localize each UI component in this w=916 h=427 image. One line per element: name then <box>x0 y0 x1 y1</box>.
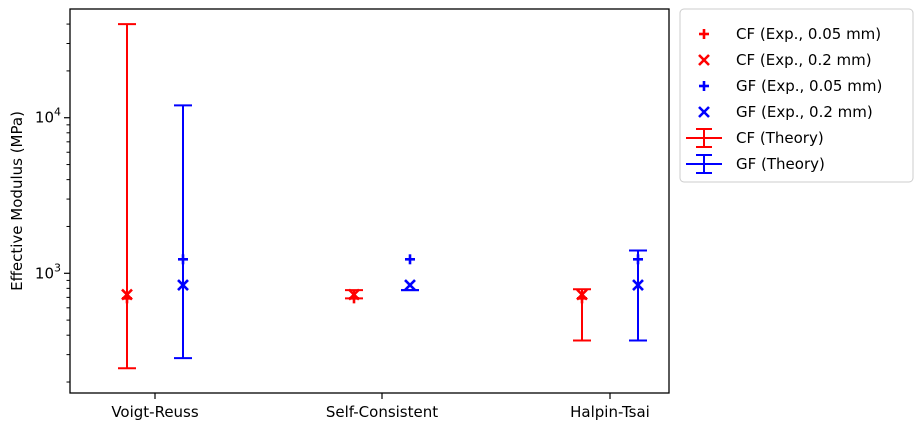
legend-x-handle-b <box>698 106 710 118</box>
legend-label: GF (Exp., 0.05 mm) <box>736 77 882 95</box>
legend-item: GF (Theory) <box>686 154 825 174</box>
legend-item: CF (Theory) <box>686 128 824 148</box>
legend-label: CF (Theory) <box>736 129 824 147</box>
legend-item: GF (Exp., 0.05 mm) <box>699 77 882 95</box>
legend-x-handle-b <box>698 54 710 66</box>
series-gf-theory <box>174 104 647 360</box>
legend: CF (Exp., 0.05 mm) CF (Exp., 0.2 mm) GF (E… <box>679 8 914 183</box>
series-gf-exp-0-05-mm <box>178 254 643 265</box>
legend-item: GF (Exp., 0.2 mm) <box>698 103 873 121</box>
x-tick-label: Self-Consistent <box>326 403 438 421</box>
y-tick-exponent: 3 <box>54 261 61 274</box>
legend-label: GF (Exp., 0.2 mm) <box>736 103 873 121</box>
y-tick-base: 10 <box>35 264 54 282</box>
legend-label: GF (Theory) <box>736 155 825 173</box>
legend-item: CF (Exp., 0.05 mm) <box>699 25 881 43</box>
y-tick-exponent: 4 <box>54 106 61 119</box>
x-marker-b <box>404 279 416 291</box>
y-axis-title: Effective Modulus (MPa) <box>8 111 26 291</box>
legend-box <box>679 8 914 183</box>
data-marks <box>118 23 647 370</box>
x-tick-label: Voigt-Reuss <box>111 403 199 421</box>
plot-frame <box>69 8 670 394</box>
series-cf-theory <box>118 23 591 370</box>
x-tick-label: Halpin-Tsai <box>570 403 650 421</box>
y-tick-base: 10 <box>35 109 54 127</box>
y-tick-label: 104 <box>35 106 61 127</box>
legend-label: CF (Exp., 0.05 mm) <box>736 25 881 43</box>
legend-item: CF (Exp., 0.2 mm) <box>698 51 872 69</box>
x-axis: Voigt-Reuss Self-Consistent Halpin-Tsai <box>111 393 650 421</box>
y-tick-label: 103 <box>35 261 61 282</box>
legend-label: CF (Exp., 0.2 mm) <box>736 51 872 69</box>
